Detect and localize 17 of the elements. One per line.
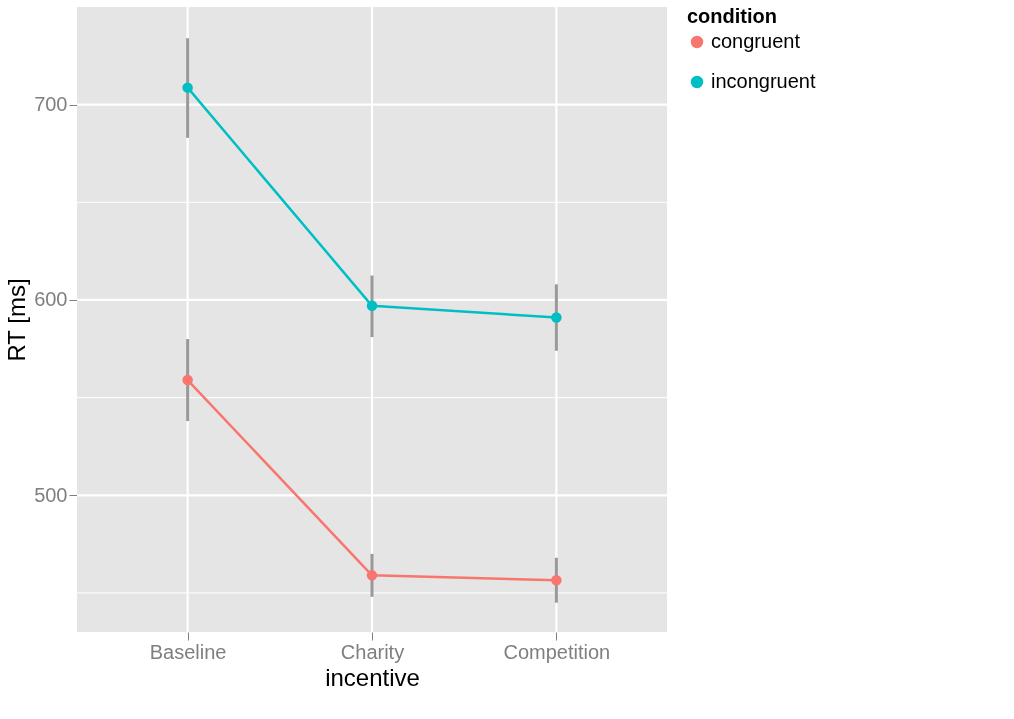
- legend-title: condition: [687, 5, 777, 27]
- x-axis-title: incentive: [325, 663, 420, 691]
- x-tick-label: Charity: [340, 640, 405, 663]
- legend-label: congruent: [711, 30, 801, 52]
- point: [182, 374, 193, 386]
- point: [366, 570, 378, 581]
- point: [551, 312, 562, 323]
- y-tick-label: 500: [34, 483, 68, 506]
- y-tick-label: 600: [34, 288, 68, 311]
- y-axis-title: RT [ms]: [3, 278, 31, 362]
- point: [182, 82, 193, 93]
- x-tick-label: Baseline: [149, 640, 227, 663]
- point: [551, 575, 562, 586]
- legend-label: incongruent: [711, 70, 816, 92]
- x-tick-label: Competition: [503, 640, 611, 663]
- point: [366, 300, 378, 312]
- y-tick-label: 700: [34, 93, 68, 116]
